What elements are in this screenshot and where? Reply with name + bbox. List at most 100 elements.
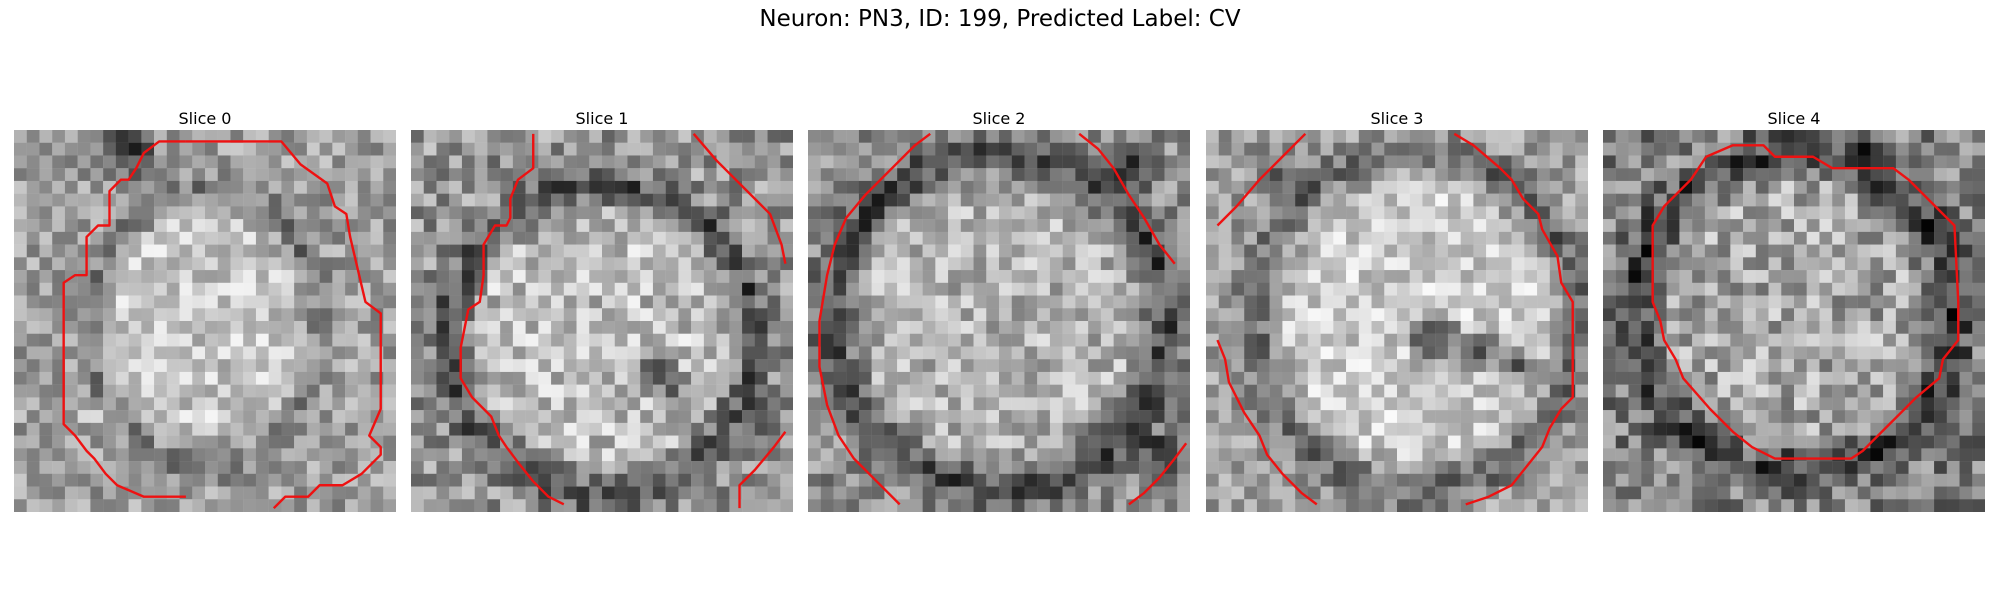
pixel	[1049, 397, 1063, 411]
pixel	[1282, 193, 1296, 207]
pixel	[1628, 308, 1642, 322]
pixel	[90, 359, 104, 373]
pixel	[103, 371, 117, 385]
pixel	[808, 435, 821, 449]
pixel	[1422, 308, 1436, 322]
pixel	[345, 193, 358, 207]
pixel	[1857, 499, 1871, 512]
pixel	[128, 499, 142, 512]
pixel	[948, 448, 961, 462]
pixel	[909, 193, 923, 207]
pixel	[767, 142, 781, 156]
pixel	[729, 206, 743, 220]
pixel	[281, 410, 295, 424]
pixel	[306, 321, 320, 334]
pixel	[973, 346, 987, 360]
pixel	[370, 142, 384, 156]
pixel	[922, 448, 936, 462]
pixel	[935, 282, 949, 296]
pixel	[1206, 193, 1219, 207]
pixel	[1397, 231, 1410, 245]
pixel	[14, 461, 27, 474]
pixel	[1177, 257, 1190, 271]
pixel	[1409, 130, 1423, 143]
pixel	[1730, 308, 1744, 322]
pixel	[1206, 180, 1219, 194]
pixel	[26, 295, 40, 309]
pixel	[614, 142, 628, 156]
pixel	[306, 371, 320, 385]
pixel	[370, 295, 384, 309]
pixel	[474, 435, 488, 449]
pixel	[780, 219, 793, 233]
pixel	[1806, 371, 1820, 385]
pixel	[780, 499, 793, 512]
pixel	[729, 397, 743, 411]
pixel	[589, 410, 603, 424]
pixel	[563, 486, 577, 500]
pixel	[999, 282, 1012, 296]
pixel	[1011, 346, 1025, 360]
pixel	[26, 282, 40, 296]
pixel	[357, 155, 371, 169]
pixel	[1959, 130, 1973, 143]
pixel	[576, 193, 590, 207]
pixel	[703, 422, 717, 436]
pixel	[103, 270, 117, 283]
pixel	[1075, 371, 1089, 385]
pixel	[909, 448, 923, 462]
pixel	[268, 206, 282, 220]
pixel	[1384, 270, 1398, 283]
pixel	[1946, 410, 1960, 424]
pixel	[935, 193, 949, 207]
pixel	[512, 206, 526, 220]
pixel	[1921, 206, 1935, 220]
pixel	[1218, 257, 1232, 271]
pixel	[1615, 257, 1629, 271]
pixel	[973, 257, 987, 271]
pixel	[255, 219, 269, 233]
pixel	[1049, 231, 1063, 245]
pixel	[858, 397, 872, 411]
pixel	[332, 371, 346, 385]
pixel	[729, 219, 743, 233]
pixel	[1113, 257, 1127, 271]
pixel	[948, 410, 961, 424]
pixel	[1549, 422, 1563, 436]
pixel	[64, 257, 78, 271]
pixel	[1151, 371, 1165, 385]
pixel	[691, 422, 705, 436]
pixel	[90, 142, 104, 156]
pixel	[652, 333, 666, 347]
pixel	[986, 257, 1000, 271]
pixel	[39, 384, 53, 398]
pixel	[897, 410, 911, 424]
pixel	[1206, 295, 1219, 309]
pixel	[948, 257, 961, 271]
pixel	[1295, 359, 1309, 373]
pixel	[538, 168, 552, 182]
pixel	[1269, 448, 1283, 462]
pixel	[833, 206, 847, 220]
pixel	[423, 397, 437, 411]
pixel	[1628, 371, 1642, 385]
pixel	[1307, 473, 1321, 487]
pixel	[1615, 321, 1629, 334]
pixel	[1218, 142, 1232, 156]
pixel	[614, 448, 628, 462]
pixel	[833, 142, 847, 156]
pixel	[14, 499, 27, 512]
pixel	[14, 435, 27, 449]
pixel	[243, 257, 257, 271]
pixel	[846, 257, 860, 271]
pixel	[1628, 384, 1642, 398]
pixel	[1177, 282, 1190, 296]
pixel	[64, 486, 78, 500]
pixel	[1282, 321, 1296, 334]
pixel	[1011, 130, 1025, 143]
pixel	[64, 308, 78, 322]
pixel	[729, 270, 743, 283]
pixel	[1062, 231, 1076, 245]
pixel	[1730, 206, 1744, 220]
pixel	[1819, 422, 1833, 436]
